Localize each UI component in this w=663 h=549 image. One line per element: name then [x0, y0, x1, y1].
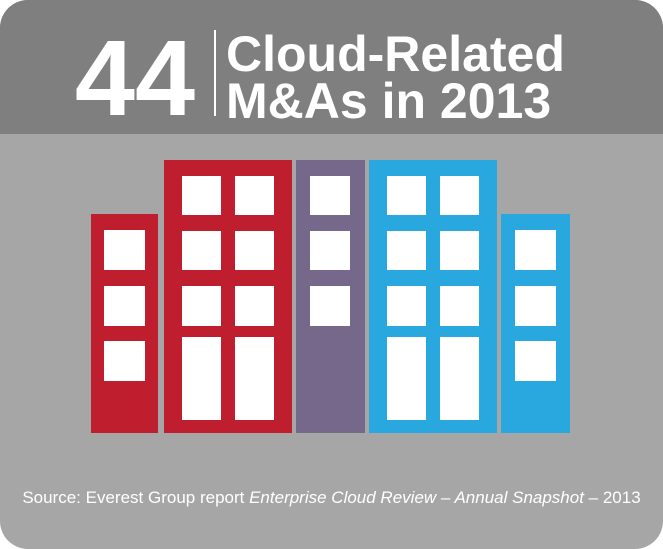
window — [235, 176, 274, 215]
window — [440, 176, 479, 215]
header-number: 44 — [75, 17, 195, 138]
source-note: Source: Everest Group report Enterprise … — [20, 486, 643, 510]
window — [440, 231, 479, 270]
source-suffix: – 2013 — [583, 488, 641, 507]
window — [182, 286, 221, 326]
window — [235, 286, 274, 326]
title-line: M&As in 2013 — [226, 73, 551, 129]
window — [440, 286, 479, 326]
window — [440, 337, 479, 420]
window — [387, 337, 426, 420]
window — [104, 230, 145, 270]
buildings — [91, 160, 570, 433]
window — [310, 286, 350, 326]
window — [182, 176, 221, 215]
window — [104, 341, 145, 381]
window — [182, 337, 221, 420]
window — [235, 337, 274, 420]
window — [104, 286, 145, 326]
window — [515, 341, 556, 381]
title-line: Cloud-Related — [226, 26, 565, 82]
source-publication: Enterprise Cloud Review – Annual Snapsho… — [249, 488, 584, 507]
window — [387, 231, 426, 270]
window — [310, 231, 350, 270]
window — [387, 176, 426, 215]
source-prefix: Source: Everest Group report — [22, 488, 250, 507]
card-header — [0, 0, 663, 134]
window — [235, 231, 274, 270]
window — [182, 231, 221, 270]
window — [515, 230, 556, 270]
window — [515, 286, 556, 326]
window — [387, 286, 426, 326]
window — [310, 176, 350, 215]
